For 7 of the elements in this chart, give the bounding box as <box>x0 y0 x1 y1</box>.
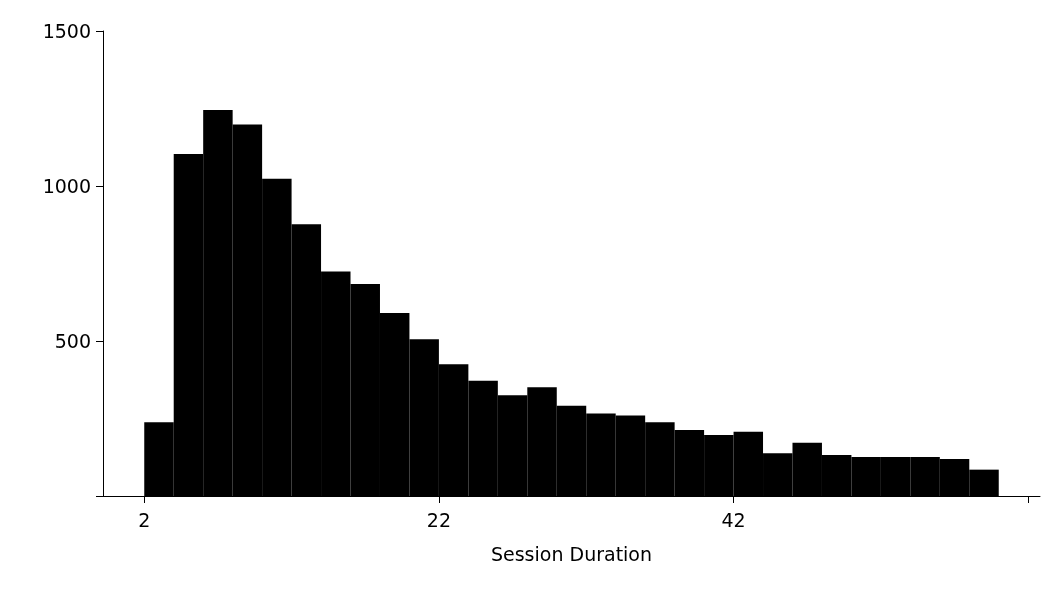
y-tick-label: 1500 <box>42 20 91 42</box>
y-tick-label: 1000 <box>42 175 91 197</box>
x-tick-label: 42 <box>721 508 746 531</box>
y-tick-label: 500 <box>54 330 91 352</box>
x-axis-title: Session Duration <box>490 542 653 565</box>
x-tick-label: 2 <box>138 508 151 531</box>
x-tick-label: 22 <box>426 508 451 531</box>
